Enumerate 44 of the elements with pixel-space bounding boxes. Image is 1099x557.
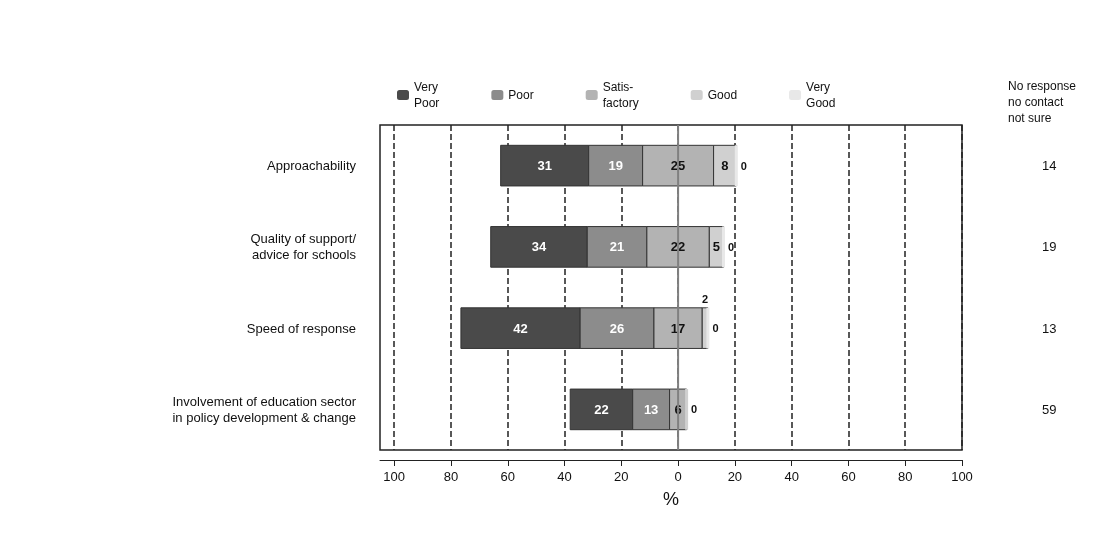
x-tick-label: 20 bbox=[614, 469, 629, 484]
legend-label: Good bbox=[707, 88, 738, 102]
data-label: 0 bbox=[712, 322, 719, 335]
x-tick-label: 80 bbox=[443, 469, 459, 484]
y2-tick-label: 19 bbox=[1042, 239, 1057, 255]
data-label: 19 bbox=[608, 158, 623, 174]
data-label: 34 bbox=[531, 239, 547, 255]
data-label: 42 bbox=[513, 320, 528, 336]
y2-tick-label: 59 bbox=[1042, 401, 1057, 417]
x-tick-label: 60 bbox=[500, 469, 515, 484]
x-tick-label: 60 bbox=[841, 469, 856, 484]
x-tick-label: 40 bbox=[557, 469, 572, 484]
data-label: 26 bbox=[609, 320, 625, 336]
data-label: 0 bbox=[740, 159, 747, 172]
data-label: 17 bbox=[670, 320, 686, 336]
data-label: 0 bbox=[728, 240, 735, 253]
y-tick-label: Speed of response bbox=[246, 320, 356, 336]
data-label: 31 bbox=[537, 158, 552, 174]
x-tick-label: 100 bbox=[951, 469, 973, 484]
legend-label: Very Poor bbox=[414, 80, 440, 110]
data-label: 5 bbox=[712, 239, 721, 255]
x-tick-label: 20 bbox=[727, 469, 743, 484]
data-label: 8 bbox=[721, 158, 729, 174]
data-label: 22 bbox=[670, 239, 686, 255]
y-tick-label: Approachability bbox=[267, 158, 357, 174]
y-tick-label: Involvement of education sector in policy development & change bbox=[172, 393, 357, 425]
x-tick-label: 40 bbox=[784, 469, 799, 484]
y2-tick-label: 13 bbox=[1042, 320, 1057, 336]
x-axis-title: % bbox=[662, 489, 680, 509]
data-label: 0 bbox=[691, 403, 698, 416]
x-tick-label: 80 bbox=[897, 469, 913, 484]
x-tick-label: 100 bbox=[383, 469, 406, 484]
legend-label: Very Good bbox=[806, 80, 836, 110]
legend-label: Poor bbox=[508, 88, 534, 102]
data-label: 2 bbox=[702, 292, 709, 305]
legend-label: Satis- factory bbox=[602, 80, 639, 110]
data-label: 25 bbox=[670, 158, 686, 174]
data-label: 21 bbox=[609, 239, 625, 255]
x-tick-label: 0 bbox=[674, 469, 682, 484]
y-tick-label: Quality of support/ advice for schools bbox=[250, 231, 357, 263]
data-label: 13 bbox=[643, 401, 659, 417]
y2-tick-label: 14 bbox=[1042, 158, 1057, 174]
text: No response no contact not sure bbox=[1008, 79, 1077, 125]
data-label: 22 bbox=[594, 401, 609, 417]
